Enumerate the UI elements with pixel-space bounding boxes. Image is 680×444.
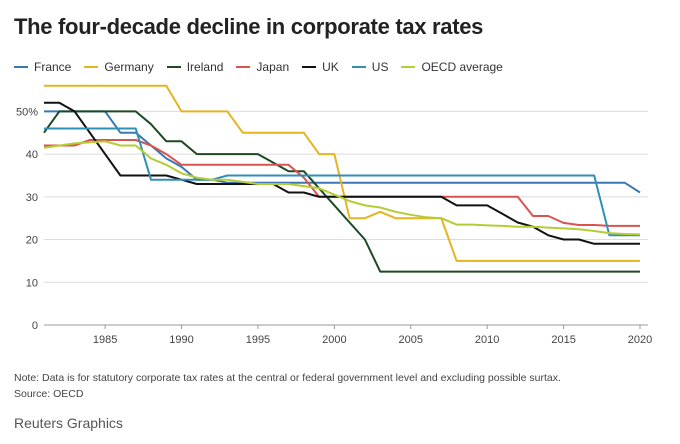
y-tick-label: 40 (26, 149, 38, 161)
legend-item-us: US (351, 60, 389, 74)
legend-swatch (14, 66, 28, 68)
legend-swatch (84, 66, 99, 68)
series-line-ireland (43, 110, 640, 273)
legend-label: UK (322, 60, 339, 74)
y-tick-label: 30 (26, 192, 38, 204)
legend-swatch (166, 66, 181, 68)
series-line-oecd-average (43, 140, 641, 236)
x-tick-label: 2015 (551, 334, 575, 346)
y-tick-label: 0 (32, 320, 38, 332)
series-line-germany (44, 84, 640, 262)
legend-item-france: France (14, 60, 71, 74)
legend: France Germany Ireland Japan UK US OECD averag… (14, 59, 516, 75)
series-line-france (44, 110, 641, 194)
legend-label: US (371, 60, 389, 74)
x-tick-label: 2000 (322, 334, 346, 346)
legend-item-uk: UK (302, 60, 339, 74)
legend-item-ireland: Ireland (166, 60, 224, 74)
legend-item-japan: Japan (236, 60, 289, 74)
x-tick-label: 2005 (399, 334, 423, 346)
chart-source: Source: OECD (14, 388, 84, 400)
legend-swatch (401, 66, 416, 68)
legend-label: France (34, 60, 72, 74)
series-lines (43, 84, 641, 273)
x-tick-label: 1990 (169, 334, 193, 346)
chart-credit: Reuters Graphics (14, 415, 123, 431)
y-tick-label: 10 (26, 277, 38, 289)
legend-swatch (351, 66, 366, 68)
x-tick-label: 2010 (475, 334, 499, 346)
chart-title: The four-decade decline in corporate tax… (14, 14, 484, 39)
legend-label: Ireland (186, 60, 224, 74)
legend-item-germany: Germany (84, 60, 154, 74)
x-tick-label: 2020 (628, 334, 652, 346)
axis-labels: 0 10 20 30 40 50% 1985 1990 1995 2000 2005 2010 2015… (16, 106, 652, 346)
legend-label: Japan (256, 60, 290, 74)
legend-label: Germany (104, 60, 154, 74)
legend-swatch (302, 66, 317, 68)
x-tick-label: 1995 (246, 334, 270, 346)
x-tick-label: 1985 (93, 334, 117, 346)
legend-swatch (236, 66, 251, 68)
y-tick-label: 20 (26, 235, 38, 247)
legend-item-oecd-average: OECD average (401, 60, 503, 74)
series-line-uk (44, 101, 640, 245)
legend-label: OECD average (421, 60, 503, 74)
chart-note: Note: Data is for statutory corporate ta… (14, 372, 561, 384)
y-tick-label: 50% (16, 106, 38, 118)
series-line-us (44, 127, 640, 237)
